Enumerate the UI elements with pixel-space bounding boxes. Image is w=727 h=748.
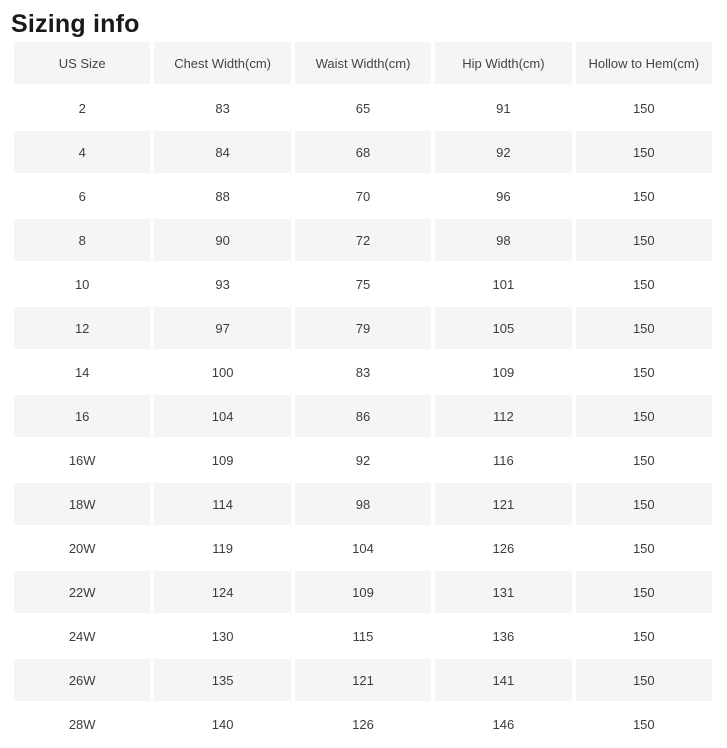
column-header: Chest Width(cm) bbox=[154, 42, 291, 84]
table-cell: 150 bbox=[632, 540, 655, 556]
column-header: Hollow to Hem(cm) bbox=[575, 42, 712, 84]
row-size-cell: 16W bbox=[68, 452, 96, 468]
table-cell: 150 bbox=[632, 100, 655, 116]
table-cell: 101 bbox=[492, 276, 515, 292]
sizing-table: US Size Chest Width(cm) Waist Width(cm) Hip… bbox=[14, 42, 712, 746]
table-cell: 135 bbox=[154, 658, 291, 702]
table-cell: 150 bbox=[632, 628, 655, 644]
table-cell: 100 bbox=[211, 364, 234, 380]
table-cell: 65 bbox=[355, 100, 371, 116]
table-cell: 109 bbox=[294, 570, 432, 614]
table-cell: 96 bbox=[496, 188, 511, 204]
row-size-cell: 22W bbox=[14, 570, 151, 614]
column-header: Hip Width(cm) bbox=[435, 42, 572, 84]
row-size-cell: 12 bbox=[14, 306, 151, 350]
table-cell: 91 bbox=[496, 100, 511, 116]
row-size-cell: 8 bbox=[14, 218, 151, 262]
table-cell: 126 bbox=[492, 540, 515, 556]
table-cell: 88 bbox=[215, 188, 230, 204]
column-header: US Size bbox=[14, 42, 151, 84]
table-cell: 97 bbox=[154, 306, 291, 350]
table-cell: 150 bbox=[575, 306, 712, 350]
table-cell: 104 bbox=[352, 540, 374, 556]
table-cell: 140 bbox=[211, 716, 234, 732]
table-cell: 150 bbox=[575, 130, 712, 174]
table-cell: 126 bbox=[352, 716, 374, 732]
table-cell: 131 bbox=[435, 570, 572, 614]
page-title: Sizing info bbox=[11, 10, 140, 38]
table-cell: 112 bbox=[435, 394, 572, 438]
row-size-cell: 14 bbox=[74, 364, 90, 380]
table-cell: 136 bbox=[492, 628, 515, 644]
table-cell: 98 bbox=[435, 218, 572, 262]
table-cell: 150 bbox=[632, 276, 655, 292]
table-cell: 150 bbox=[575, 218, 712, 262]
table-cell: 83 bbox=[215, 100, 230, 116]
table-cell: 68 bbox=[294, 130, 432, 174]
table-cell: 130 bbox=[211, 628, 234, 644]
table-cell: 79 bbox=[294, 306, 432, 350]
row-size-cell: 28W bbox=[68, 716, 96, 732]
table-cell: 114 bbox=[154, 482, 291, 526]
table-cell: 105 bbox=[435, 306, 572, 350]
table-cell: 98 bbox=[294, 482, 432, 526]
row-size-cell: 4 bbox=[14, 130, 151, 174]
table-cell: 141 bbox=[435, 658, 572, 702]
table-cell: 92 bbox=[355, 452, 371, 468]
table-cell: 150 bbox=[575, 394, 712, 438]
table-cell: 72 bbox=[294, 218, 432, 262]
table-cell: 115 bbox=[352, 628, 374, 644]
column-header: Waist Width(cm) bbox=[294, 42, 432, 84]
table-cell: 146 bbox=[492, 716, 515, 732]
table-cell: 75 bbox=[355, 276, 371, 292]
table-cell: 150 bbox=[632, 716, 655, 732]
table-cell: 93 bbox=[215, 276, 230, 292]
table-cell: 150 bbox=[575, 570, 712, 614]
row-size-cell: 6 bbox=[78, 188, 86, 204]
row-size-cell: 2 bbox=[78, 100, 86, 116]
table-cell: 150 bbox=[575, 482, 712, 526]
table-cell: 83 bbox=[355, 364, 371, 380]
table-cell: 150 bbox=[632, 452, 655, 468]
table-cell: 70 bbox=[355, 188, 371, 204]
table-cell: 86 bbox=[294, 394, 432, 438]
row-size-cell: 10 bbox=[74, 276, 90, 292]
row-size-cell: 26W bbox=[14, 658, 151, 702]
table-cell: 109 bbox=[492, 364, 515, 380]
table-cell: 109 bbox=[211, 452, 234, 468]
row-size-cell: 18W bbox=[14, 482, 151, 526]
table-cell: 121 bbox=[294, 658, 432, 702]
row-size-cell: 20W bbox=[68, 540, 96, 556]
table-cell: 150 bbox=[575, 658, 712, 702]
table-cell: 124 bbox=[154, 570, 291, 614]
table-cell: 119 bbox=[212, 540, 233, 556]
table-cell: 84 bbox=[154, 130, 291, 174]
table-cell: 121 bbox=[435, 482, 572, 526]
table-cell: 104 bbox=[154, 394, 291, 438]
table-cell: 150 bbox=[632, 364, 655, 380]
row-size-cell: 24W bbox=[68, 628, 96, 644]
table-cell: 90 bbox=[154, 218, 291, 262]
row-size-cell: 16 bbox=[14, 394, 151, 438]
table-cell: 92 bbox=[435, 130, 572, 174]
table-cell: 116 bbox=[493, 452, 514, 468]
table-cell: 150 bbox=[632, 188, 655, 204]
